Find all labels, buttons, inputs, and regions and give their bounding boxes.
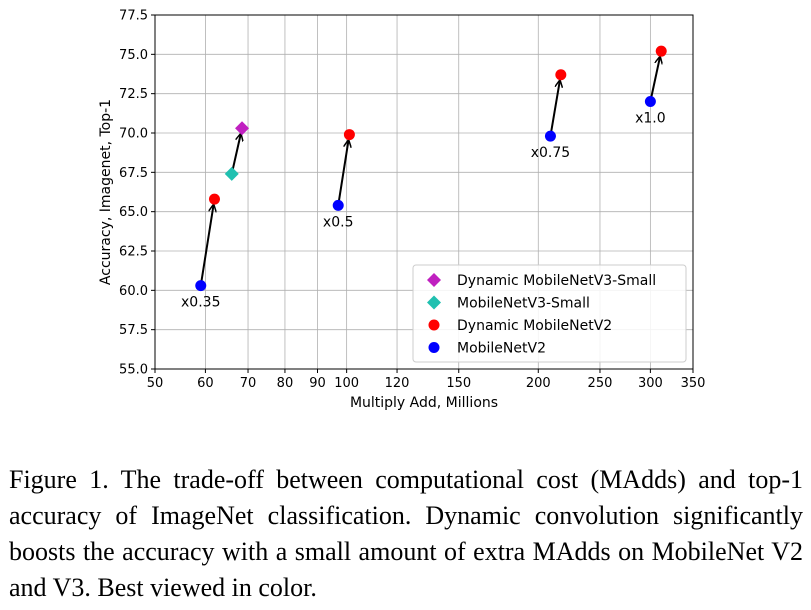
circle-marker — [655, 45, 667, 57]
y-tick-label: 70.0 — [119, 127, 148, 142]
y-tick-label: 62.5 — [119, 245, 148, 260]
circle-marker — [208, 193, 220, 205]
legend-marker — [428, 342, 440, 353]
improvement-arrow — [231, 134, 241, 170]
legend: Dynamic MobileNetV3-Small MobileNetV3-Sma… — [412, 264, 687, 363]
improvement-arrow — [550, 81, 560, 132]
scale-annotation: x0.75 — [531, 145, 570, 161]
x-tick-label: 60 — [197, 376, 214, 391]
y-tick-label: 67.5 — [119, 166, 148, 181]
y-axis-label: Accuracy, Imagenet, Top-1 — [98, 99, 114, 285]
data-markers — [195, 45, 667, 292]
x-tick-label: 150 — [446, 376, 471, 391]
x-tick-label: 300 — [638, 376, 663, 391]
diamond-marker — [224, 166, 239, 181]
scale-annotation: x0.5 — [323, 214, 354, 230]
legend-label: MobileNetV2 — [457, 341, 546, 357]
y-tick-label: 72.5 — [119, 87, 148, 102]
x-tick-label: 200 — [526, 376, 551, 391]
circle-marker — [544, 130, 556, 142]
legend-marker — [427, 273, 441, 287]
x-tick-label: 350 — [681, 376, 706, 391]
scatter-chart: 50 60 70 80 90 100 120 150 200 250 300 350 55.0 57.5 6… — [98, 9, 705, 412]
y-tick-label: 57.5 — [119, 323, 148, 338]
legend-label: MobileNetV3-Small — [457, 296, 590, 312]
y-tick-label: 60.0 — [119, 284, 148, 299]
arrows — [200, 57, 660, 281]
x-tick-label: 120 — [385, 376, 410, 391]
annotations: x0.35 x0.5 x0.75 x1.0 — [181, 111, 666, 311]
improvement-arrow — [338, 141, 348, 201]
circle-marker — [555, 69, 567, 81]
x-axis-label: Multiply Add, Millions — [350, 395, 498, 411]
diamond-marker — [235, 121, 250, 136]
scale-annotation: x0.35 — [181, 295, 220, 311]
y-tick-label: 75.0 — [119, 48, 148, 63]
improvement-arrow — [650, 57, 660, 97]
legend-label: Dynamic MobileNetV3-Small — [457, 273, 656, 289]
x-tick-label: 100 — [334, 376, 359, 391]
legend-marker — [428, 319, 440, 331]
circle-marker — [644, 96, 656, 108]
circle-marker — [332, 199, 344, 211]
legend-label: Dynamic MobileNetV2 — [457, 318, 612, 334]
x-tick-label: 70 — [240, 376, 257, 391]
y-tick-label: 65.0 — [119, 205, 148, 220]
circle-marker — [195, 280, 207, 292]
x-tick-label: 90 — [309, 376, 326, 391]
legend-marker — [427, 295, 441, 310]
improvement-arrow — [200, 205, 214, 281]
plot-frame — [154, 14, 694, 370]
x-tick-label: 50 — [147, 376, 164, 391]
x-tick-label: 80 — [277, 376, 294, 391]
y-tick-label: 55.0 — [119, 363, 148, 378]
x-tick-label: 250 — [588, 376, 613, 391]
axis-ticks: 50 60 70 80 90 100 120 150 200 250 300 350 55.0 57.5 6… — [119, 9, 705, 392]
y-tick-label: 77.5 — [119, 9, 148, 24]
figure-caption: Figure 1. The trade-off between computat… — [9, 465, 803, 602]
circle-marker — [343, 129, 355, 141]
scale-annotation: x1.0 — [635, 111, 666, 127]
legend-box — [412, 264, 687, 363]
